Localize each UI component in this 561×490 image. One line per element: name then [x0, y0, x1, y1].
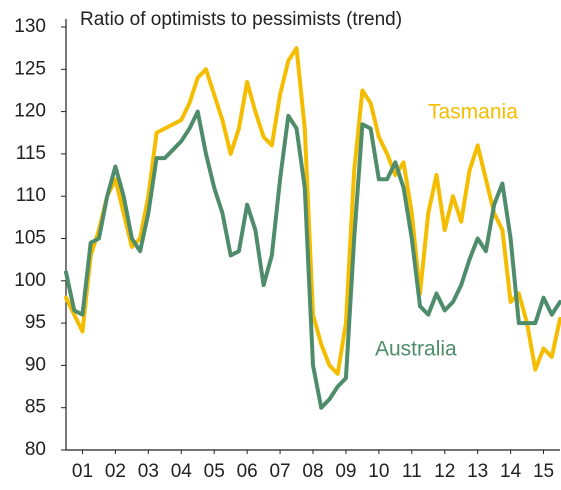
x-tick-label: 08 [302, 461, 323, 482]
y-tick-label: 105 [14, 228, 46, 249]
y-tick-label: 120 [14, 101, 46, 122]
x-tick-label: 04 [171, 461, 193, 482]
y-tick-label: 130 [14, 16, 46, 37]
series-line [64, 46, 561, 376]
x-tick-label: 01 [72, 461, 93, 482]
x-tick-label: 10 [368, 461, 389, 482]
x-tick-label: 13 [467, 461, 488, 482]
y-tick-label: 100 [14, 270, 46, 291]
y-tick-label: 85 [25, 397, 46, 418]
x-tick-label: 15 [533, 461, 554, 482]
y-tick-label: 110 [16, 185, 46, 206]
x-tick-label: 07 [269, 461, 290, 482]
y-tick-label: 95 [25, 312, 46, 333]
y-tick-label: 90 [25, 354, 46, 375]
x-tick-label: 09 [335, 461, 356, 482]
x-tick-label: 02 [105, 461, 126, 482]
chart-title: Ratio of optimists to pessimists (trend) [80, 9, 402, 30]
y-tick-label: 80 [25, 439, 46, 460]
x-tick-label: 03 [138, 461, 159, 482]
annotation: Tasmania [428, 101, 518, 124]
series-line [64, 109, 561, 410]
y-tick-label: 125 [14, 58, 46, 79]
x-tick-label: 14 [500, 461, 522, 482]
x-tick-label: 06 [237, 461, 258, 482]
x-tick-label: 11 [402, 461, 422, 482]
annotation: Australia [375, 338, 457, 361]
x-tick-label: 12 [434, 461, 455, 482]
y-tick-label: 115 [16, 143, 46, 164]
x-tick-label: 05 [204, 461, 225, 482]
